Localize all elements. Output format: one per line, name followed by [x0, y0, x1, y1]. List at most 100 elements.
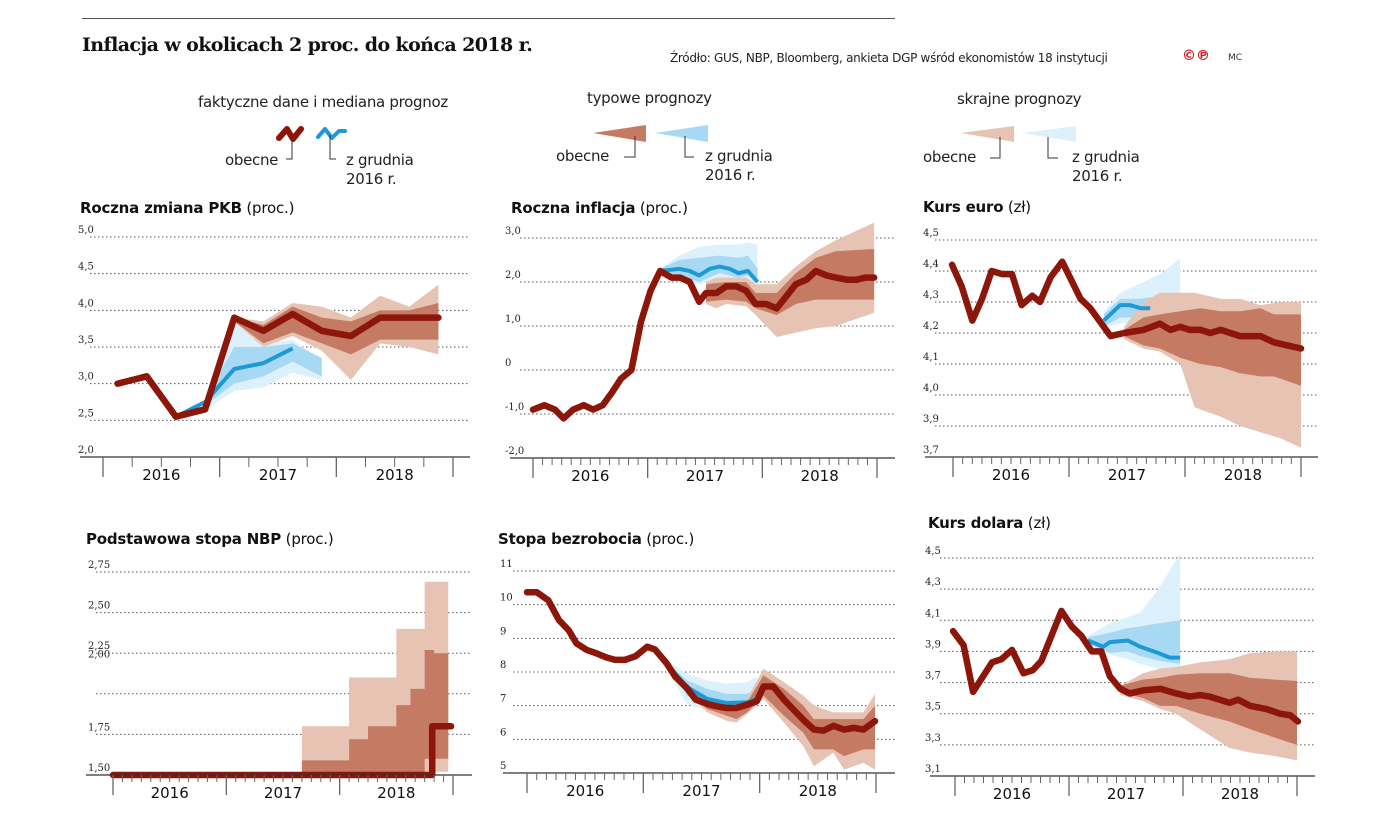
chart-2: 4,5 4,4 4,3 4,2 4,1 4,0 3,9 3,7 2016 2017 2018 [923, 228, 1318, 484]
y-tick-label: 4,1 [923, 352, 939, 363]
series-actual [114, 310, 442, 420]
y-tick-label: 3,5 [925, 702, 941, 713]
chart-0: 5,0 4,5 4,0 3,5 3,0 2,5 2,0 2016 2017 2018 [78, 225, 470, 484]
year-label: 2016 [992, 466, 1030, 484]
band-typical-current [301, 649, 449, 775]
legend-swatch-extreme-dec [1023, 126, 1076, 142]
year-label: 2016 [151, 784, 189, 802]
legend-swatch-median-dec [316, 127, 347, 140]
y-tick-label: 4,3 [925, 577, 941, 588]
top-rule [82, 18, 895, 19]
legend-leader [990, 137, 1058, 159]
legend-label-current: obecne [556, 147, 610, 165]
y-tick-label: 4,5 [923, 228, 939, 239]
year-label: 2016 [571, 467, 609, 485]
page-title: Inflacja w okolicach 2 proc. do końca 20… [82, 34, 533, 56]
y-tick-label: 9 [500, 626, 506, 637]
y-tick-label: 3,1 [925, 764, 941, 775]
y-tick-label: 3,9 [925, 639, 941, 650]
year-label: 2018 [799, 782, 837, 800]
y-tick-label: 4,4 [923, 259, 939, 270]
y-tick-label: 4,0 [923, 383, 939, 394]
legend-label-december: z grudnia 2016 r. [705, 147, 773, 184]
year-label: 2018 [801, 467, 839, 485]
y-tick-label: 2,5 [78, 408, 94, 419]
band-typical-current [686, 675, 876, 757]
y-tick-label: -1,0 [505, 402, 524, 413]
y-tick-label: 3,5 [78, 335, 94, 346]
y-tick-label: 3,9 [923, 414, 939, 425]
legend-swatch-typical-dec [655, 125, 708, 142]
series-actual [523, 588, 879, 734]
chart-5: 4,5 4,3 4,1 3,9 3,7 3,5 3,3 3,1 2016 2017 2018 [925, 546, 1315, 803]
legend-swatch-typical-current [593, 125, 646, 142]
year-label: 2017 [1107, 785, 1145, 803]
legend-heading-typical: typowe prognozy [587, 89, 712, 107]
chart-title-unemployment: Stopa bezrobocia (proc.) [498, 530, 695, 548]
year-label: 2016 [142, 466, 180, 484]
year-label: 2018 [1224, 466, 1262, 484]
chart-title-inflation: Roczna inflacja (proc.) [511, 199, 688, 217]
legend-swatch-extreme-current [961, 126, 1014, 142]
y-tick-label: 3,7 [925, 671, 941, 682]
chart-title-gdp: Roczna zmiana PKB (proc.) [80, 199, 295, 217]
y-tick-label: 11 [500, 559, 513, 570]
y-tick-label: 5 [500, 761, 506, 772]
y-tick-label: 3,0 [505, 226, 521, 237]
y-tick-label: 7 [500, 694, 506, 705]
legend-label-december: z grudnia 2016 r. [1072, 148, 1140, 185]
series-actual [529, 267, 878, 422]
y-tick-label: 4,3 [923, 290, 939, 301]
year-label: 2017 [1108, 466, 1146, 484]
legend-label-december: z grudnia 2016 r. [346, 151, 414, 188]
series-median-dec [1102, 303, 1151, 323]
y-tick-label: 4,2 [923, 321, 939, 332]
y-tick-label: 3,0 [78, 372, 94, 383]
y-tick-label: 8 [500, 660, 506, 671]
year-label: 2016 [566, 782, 604, 800]
year-label: 2017 [682, 782, 720, 800]
year-label: 2017 [259, 466, 297, 484]
legend-label-current: obecne [923, 148, 977, 166]
chart-title-eur: Kurs euro (zł) [923, 198, 1031, 216]
y-tick-label: 5,0 [78, 225, 94, 236]
year-label: 2016 [993, 785, 1031, 803]
legend-heading-extreme: skrajne prognozy [957, 90, 1082, 108]
author-initials: MC [1228, 53, 1243, 63]
y-tick-label: 10 [500, 593, 513, 604]
chart-title-usd: Kurs dolara (zł) [928, 514, 1051, 532]
series-actual [948, 258, 1305, 352]
copyright-mark: ©℗ [1182, 48, 1210, 64]
legend-swatch-actual [276, 126, 304, 142]
year-label: 2018 [377, 784, 415, 802]
series-median-dec [175, 346, 294, 419]
y-tick-label: 4,1 [925, 608, 941, 619]
y-tick-label: 1,0 [505, 314, 521, 325]
y-tick-label: -2,0 [505, 446, 524, 457]
series-median-dec [1087, 638, 1181, 660]
y-tick-label: 0 [505, 358, 511, 369]
y-tick-label: 1,75 [88, 722, 110, 733]
chart-title-nbp-rate: Podstawowa stopa NBP (proc.) [86, 530, 334, 548]
y-tick-label: 4,5 [78, 262, 94, 273]
y-tick-label: 2,25 [88, 641, 110, 652]
y-tick-label: 3,3 [925, 733, 941, 744]
y-tick-label: 2,0 [505, 270, 521, 281]
year-label: 2017 [264, 784, 302, 802]
y-tick-label: 6 [500, 727, 506, 738]
y-tick-label: 1,50 [88, 763, 110, 774]
series-median-dec [659, 264, 760, 284]
legend-label-current: obecne [225, 151, 279, 169]
year-label: 2018 [376, 466, 414, 484]
legend-leader [286, 135, 336, 160]
legend-leader [624, 136, 694, 158]
legend-swatches [276, 125, 1076, 160]
legend-heading-actual: faktyczne dane i mediana prognoz [198, 93, 448, 111]
y-tick-label: 4,5 [925, 546, 941, 557]
y-tick-label: 2,00 [88, 649, 110, 660]
series-actual [949, 607, 1302, 725]
band-typical-dec [205, 343, 322, 406]
year-label: 2017 [686, 467, 724, 485]
chart-3: 2,75 2,50 2,252,00 1,75 1,50 2016 2017 2018 [86, 560, 472, 802]
